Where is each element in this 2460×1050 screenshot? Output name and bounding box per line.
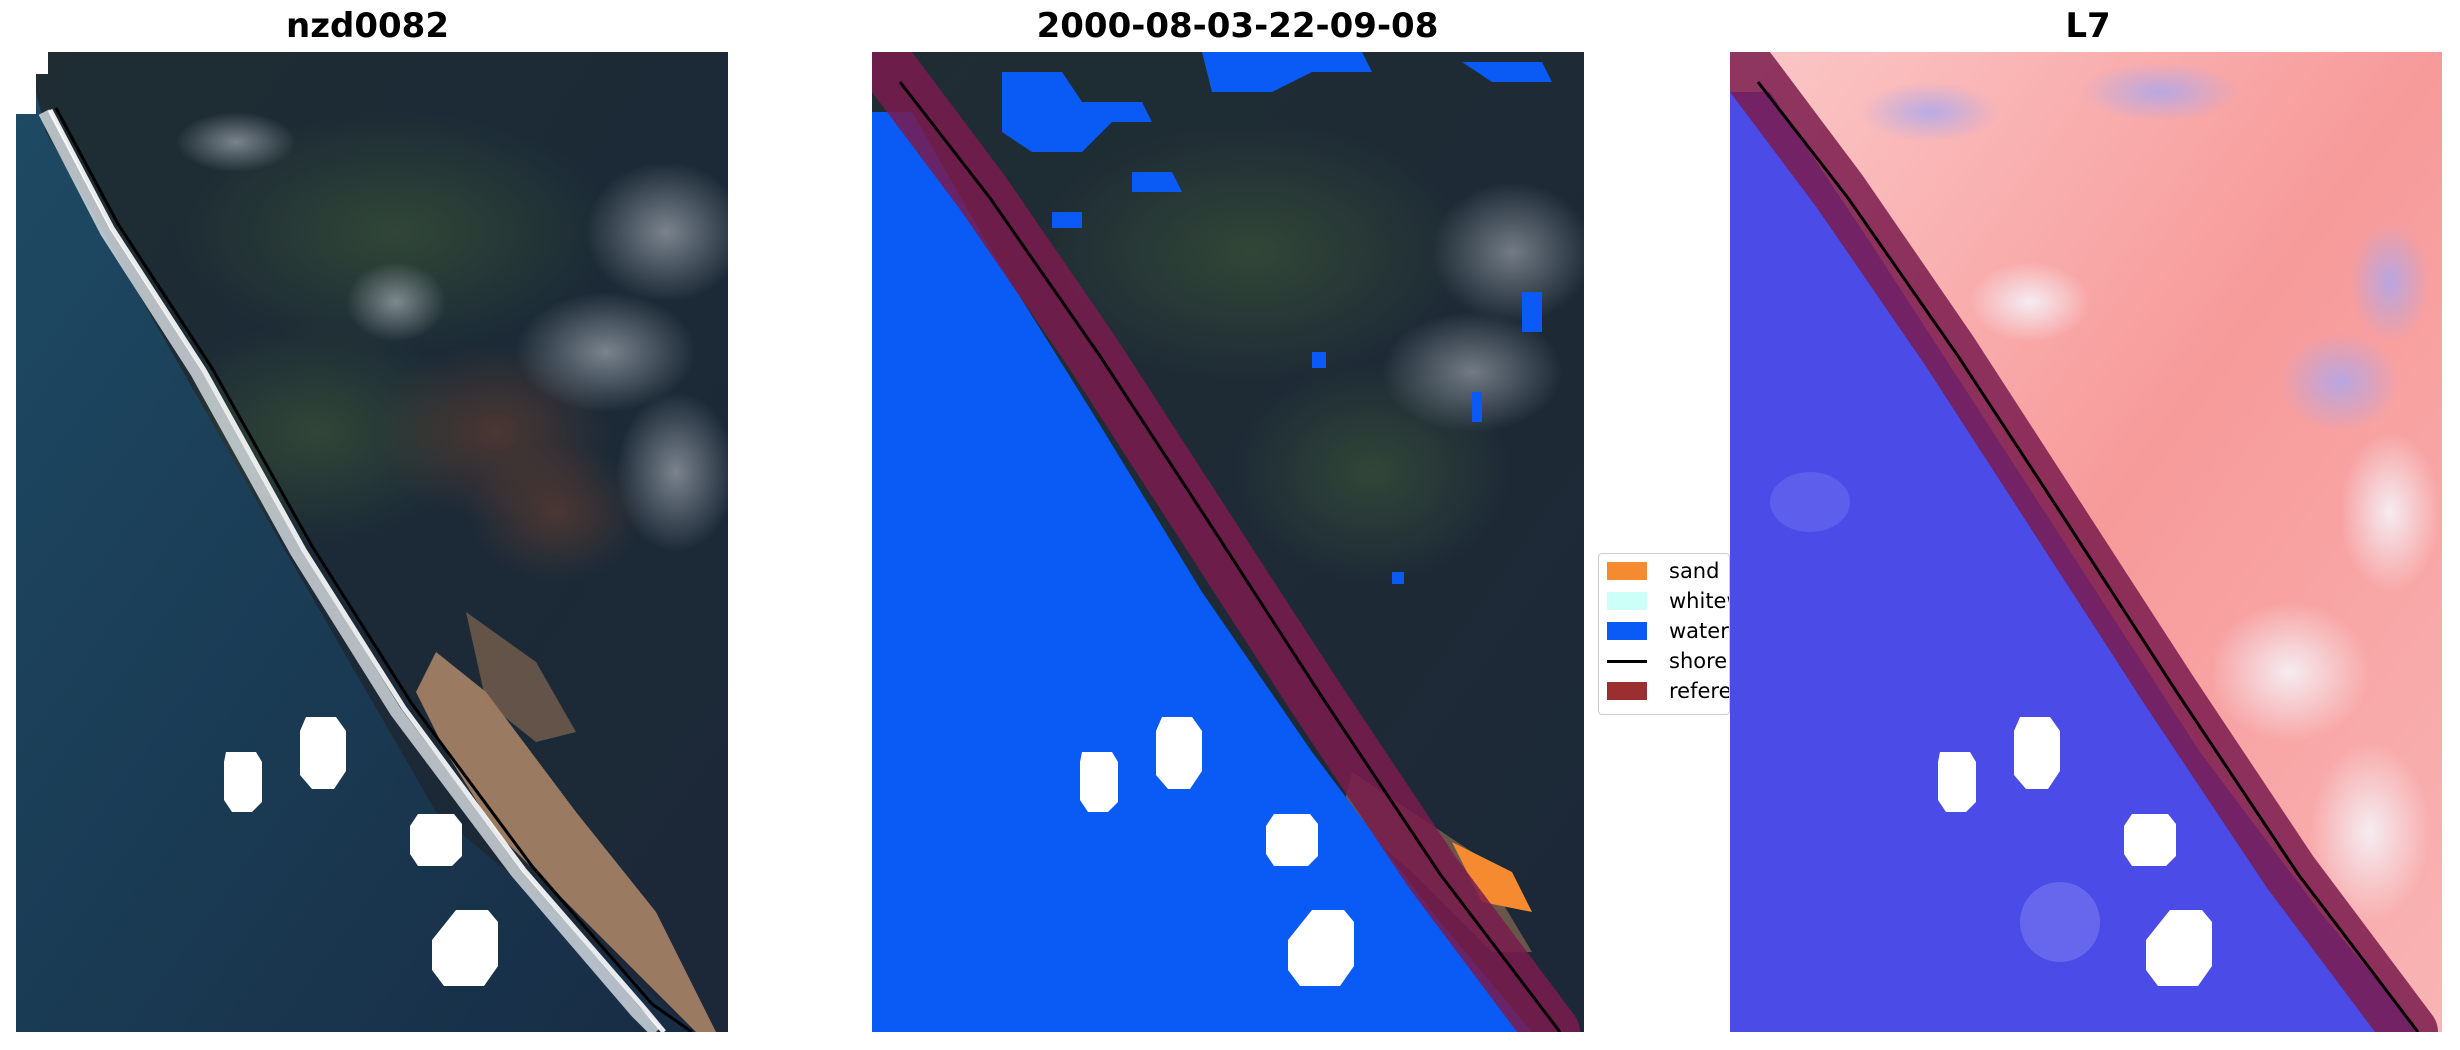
- panel-title-index: L7: [2065, 6, 2111, 46]
- classified-image-panel: [872, 52, 1584, 1032]
- index-image-panel: [1730, 52, 2442, 1032]
- index-image: [1730, 52, 2442, 1032]
- legend-item-shoreline: shorel: [1607, 648, 1730, 674]
- legend-item-reference: referen: [1607, 678, 1729, 704]
- legend-label-water: water: [1669, 619, 1729, 643]
- legend-item-sand: sand: [1607, 558, 1729, 584]
- legend-line-shoreline: [1607, 660, 1647, 663]
- legend-label-reference: referen: [1669, 679, 1729, 703]
- classified-image: [872, 52, 1584, 1032]
- legend-label-sand: sand: [1669, 559, 1720, 583]
- legend-swatch-water: [1607, 622, 1647, 640]
- rgb-image-panel: [16, 52, 728, 1032]
- panel-title-classified: 2000-08-03-22-09-08: [1036, 6, 1439, 46]
- panel-title-rgb: nzd0082: [286, 6, 449, 46]
- legend-swatch-reference: [1607, 682, 1647, 700]
- legend-label-shoreline: shorel: [1669, 649, 1730, 673]
- legend-swatch-sand: [1607, 562, 1647, 580]
- legend-item-water: water: [1607, 618, 1729, 644]
- legend-swatch-whitewater: [1607, 592, 1647, 610]
- rgb-image: [16, 52, 728, 1032]
